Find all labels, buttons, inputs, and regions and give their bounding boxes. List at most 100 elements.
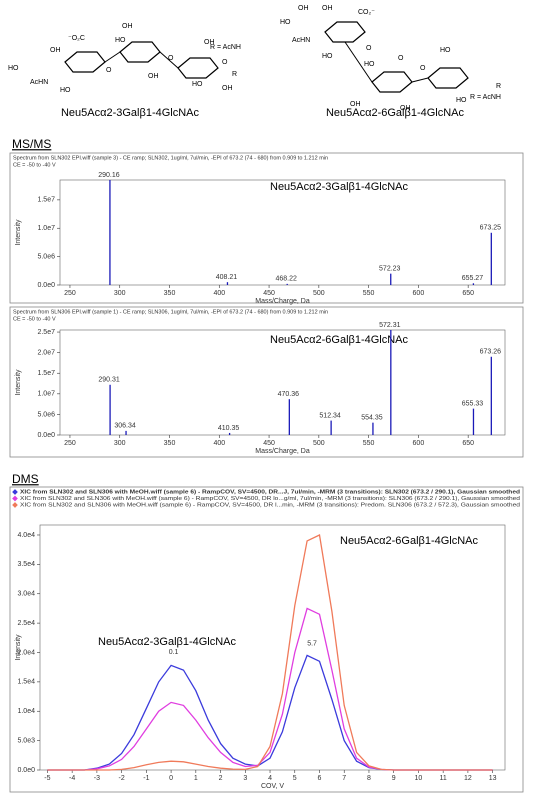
- y-tick-label: 0.0e0: [17, 767, 35, 774]
- x-tick-label: 400: [213, 440, 225, 447]
- panel-header: Spectrum from SLN302 EPI.wiff (sample 3)…: [13, 155, 328, 161]
- x-tick-label: 400: [213, 290, 225, 297]
- y-axis-label: Intensity: [15, 369, 22, 396]
- x-tick-label: 350: [164, 290, 176, 297]
- peak-label: 572.31: [379, 322, 401, 329]
- atom-label: HO: [192, 81, 203, 88]
- atom-label: O: [106, 67, 112, 74]
- peak-label: 554.35: [361, 414, 383, 421]
- panel-frame: [9, 152, 524, 304]
- x-tick-label: 650: [462, 440, 474, 447]
- plot-area: [59, 179, 506, 286]
- x-tick-label: 8: [367, 775, 371, 782]
- y-tick-label: 5.0e6: [37, 253, 55, 260]
- xic-trace: [47, 534, 493, 771]
- peak-label: 673.26: [480, 349, 502, 356]
- peak-label: 290.16: [98, 172, 120, 179]
- y-tick-label: 2.5e7: [37, 329, 55, 336]
- x-tick-label: -2: [119, 775, 125, 782]
- atom-label: OH: [222, 85, 233, 92]
- peak-label: 470.36: [278, 391, 300, 398]
- panel-frame: [9, 306, 524, 458]
- legend-entry: XIC from SLN302 and SLN306 with MeOH.wif…: [20, 489, 520, 495]
- x-tick-label: 450: [263, 440, 275, 447]
- x-tick-label: 600: [413, 440, 425, 447]
- atom-label: O: [366, 45, 372, 52]
- peak-label: 655.33: [462, 400, 484, 407]
- atom-label: OH: [322, 5, 333, 12]
- atom-label: O: [168, 55, 174, 62]
- trace-annotation: Neu5Acα2-6Galβ1-4GlcNAc: [340, 535, 479, 547]
- atom-label: HO: [115, 37, 126, 44]
- spectrum-label: Neu5Acα2-3Galβ1-4GlcNAc: [270, 181, 409, 193]
- plot-area: [59, 329, 506, 436]
- peak-label: 512.34: [319, 412, 341, 419]
- x-tick-label: 250: [64, 440, 76, 447]
- peak-label: 468.22: [275, 276, 297, 283]
- atom-label: OH: [50, 47, 61, 54]
- x-tick-label: 13: [489, 775, 497, 782]
- glycosidic-bond: [104, 51, 121, 63]
- y-tick-label: 1.5e4: [17, 679, 35, 686]
- peak-label: 673.25: [480, 225, 502, 232]
- legend-entry: XIC from SLN302 and SLN306 with MeOH.wif…: [20, 496, 520, 502]
- sugar-ring: [119, 41, 161, 63]
- x-tick-label: 0: [169, 775, 173, 782]
- x-tick-label: 300: [114, 440, 126, 447]
- section-heading: MS/MS: [12, 137, 51, 151]
- y-tick-label: 1.5e7: [37, 197, 55, 204]
- atom-label: HO: [8, 65, 19, 72]
- x-axis-label: Mass/Charge, Da: [255, 298, 310, 305]
- y-tick-label: 4.0e4: [17, 532, 35, 539]
- x-tick-label: 2: [219, 775, 223, 782]
- structure-caption: Neu5Acα2-6Galβ1-4GlcNAc: [326, 107, 465, 119]
- x-tick-label: 6: [318, 775, 322, 782]
- x-axis-label: COV, V: [261, 783, 284, 790]
- atom-label: CO₂⁻: [358, 9, 375, 16]
- y-tick-label: 1.5e7: [37, 370, 55, 377]
- panel-frame: [9, 486, 524, 793]
- y-tick-label: 5.0e6: [37, 411, 55, 418]
- x-tick-label: 4: [268, 775, 272, 782]
- glycosidic-bond: [159, 51, 179, 69]
- x-tick-label: 3: [243, 775, 247, 782]
- peak-label: 410.35: [218, 425, 240, 432]
- atom-label: OH: [122, 23, 133, 30]
- y-tick-label: 5.0e3: [17, 737, 35, 744]
- r-group: R = AcNH: [470, 94, 501, 101]
- atom-label: OH: [400, 105, 411, 112]
- x-tick-label: 11: [440, 775, 447, 782]
- atom-label: ⁻O₂C: [68, 35, 85, 42]
- peak-label: 572.23: [379, 265, 401, 272]
- panel-header: CE = -50 to -40 V: [13, 316, 56, 322]
- section-heading: DMS: [12, 472, 39, 486]
- trace-annotation: Neu5Acα2-3Galβ1-4GlcNAc: [98, 636, 237, 648]
- x-tick-label: 650: [462, 290, 474, 297]
- sugar-ring: [427, 67, 469, 89]
- glycosidic-bond: [411, 77, 429, 83]
- peak-label: 0.1: [169, 649, 179, 656]
- y-axis-label: Intensity: [15, 634, 22, 661]
- y-tick-label: 1.0e7: [37, 225, 55, 232]
- x-tick-label: 7: [342, 775, 346, 782]
- x-tick-label: 550: [363, 290, 375, 297]
- atom-label: HO: [322, 53, 333, 60]
- x-tick-label: 250: [64, 290, 76, 297]
- sugar-ring: [177, 57, 219, 79]
- y-tick-label: 3.0e4: [17, 591, 35, 598]
- atom-label: OH: [148, 73, 159, 80]
- r-group: R = AcNH: [210, 44, 241, 51]
- x-tick-label: 300: [114, 290, 126, 297]
- y-tick-label: 1.0e7: [37, 391, 55, 398]
- plot-area: [39, 524, 506, 771]
- legend-entry: XIC from SLN302 and SLN306 with MeOH.wif…: [20, 502, 520, 508]
- atom-label: R: [496, 83, 501, 90]
- x-tick-label: 1: [194, 775, 198, 782]
- x-tick-label: -5: [44, 775, 50, 782]
- y-tick-label: 2.5e4: [17, 620, 35, 627]
- x-tick-label: 600: [413, 290, 425, 297]
- x-tick-label: 350: [164, 440, 176, 447]
- x-tick-label: 500: [313, 440, 325, 447]
- atom-label: OH: [204, 39, 215, 46]
